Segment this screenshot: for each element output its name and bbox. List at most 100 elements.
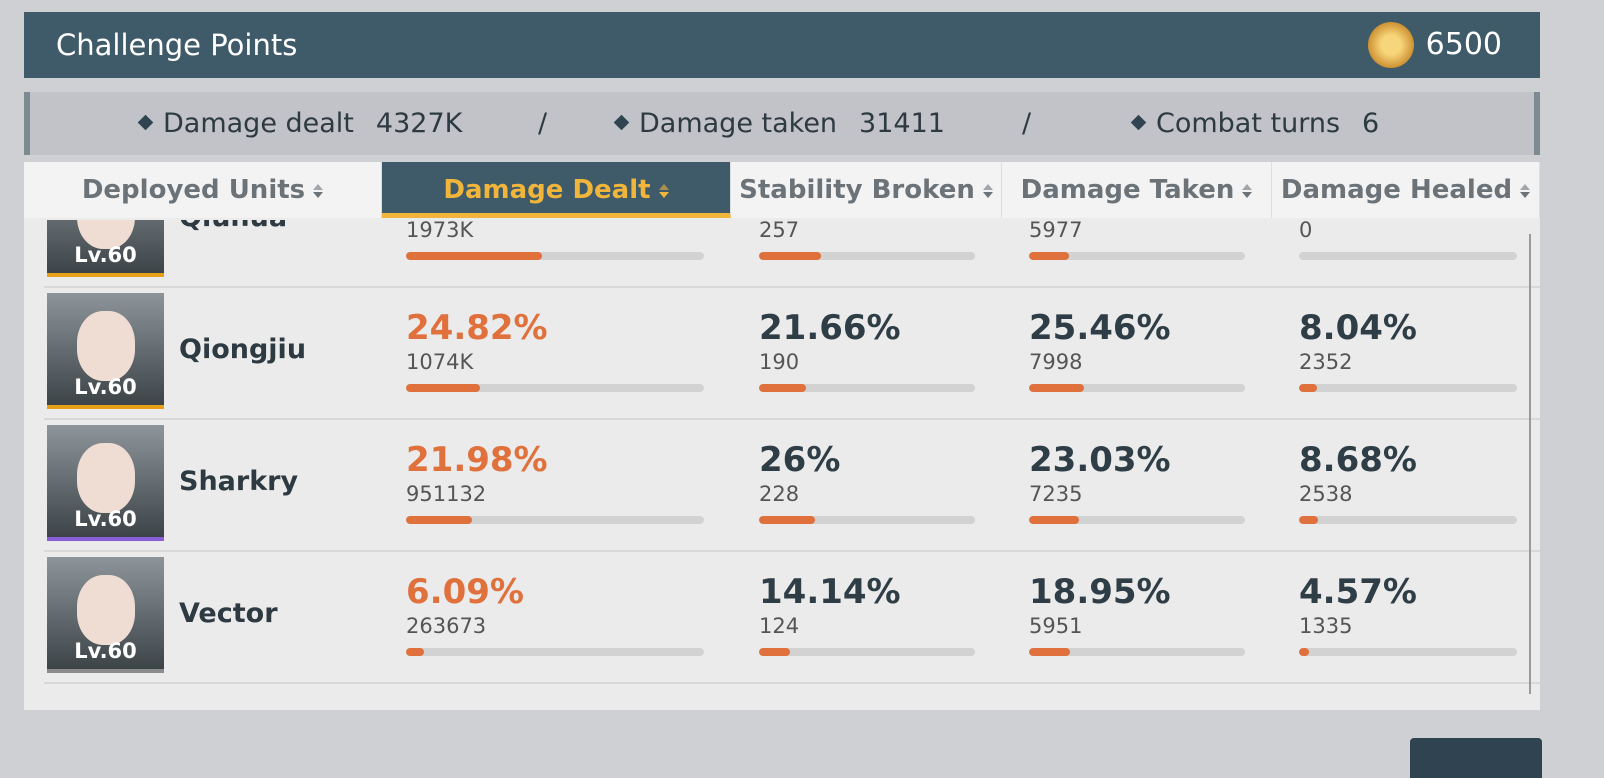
summary-item: Damage taken 31411 xyxy=(613,92,945,155)
tab[interactable]: Damage Dealt xyxy=(382,162,731,218)
share-percent: 8.68% xyxy=(1299,440,1417,480)
portrait: Lv.60 xyxy=(47,293,164,409)
share-percent: 4.57% xyxy=(1299,572,1417,612)
separator: / xyxy=(538,108,548,139)
level: Lv.60 xyxy=(74,639,137,663)
sort-icon xyxy=(313,184,324,198)
bar-track xyxy=(759,648,975,656)
button[interactable] xyxy=(1410,738,1542,778)
tab-label: Damage Dealt xyxy=(443,175,651,205)
level: Lv.60 xyxy=(74,375,137,399)
share-percent: 21.98% xyxy=(406,440,548,480)
bar-fill xyxy=(406,252,542,260)
share-percent: 26% xyxy=(759,440,841,480)
sort-icon xyxy=(658,184,669,198)
bar-track xyxy=(1299,516,1517,524)
summary-item: Damage dealt 4327K xyxy=(137,92,462,155)
tab[interactable]: Damage Taken xyxy=(1002,162,1272,218)
portrait-face xyxy=(77,443,135,513)
bar-fill xyxy=(759,648,790,656)
unit-row: Lv.60 Qiongjiu 24.82% 1074K 21.66% 190 25.46% 7… xyxy=(24,290,1540,422)
stat-value: 2538 xyxy=(1299,482,1353,506)
row-divider xyxy=(44,550,1540,552)
summary-value: 31411 xyxy=(859,108,945,139)
tab-label: Damage Healed xyxy=(1280,175,1513,205)
share-percent: 14.14% xyxy=(759,572,901,612)
tab[interactable]: Stability Broken xyxy=(731,162,1002,218)
bar-fill xyxy=(406,516,472,524)
tab-label: Stability Broken xyxy=(739,175,975,205)
stat-value: 951132 xyxy=(406,482,487,506)
bar-fill xyxy=(406,384,480,392)
stat-value: 2352 xyxy=(1299,350,1353,374)
row-divider xyxy=(44,418,1540,420)
unit-row: Lv.60 Sharkry 21.98% 951132 26% 228 23.03% 7235… xyxy=(24,422,1540,554)
row-divider xyxy=(44,286,1540,288)
summary-item: Combat turns 6 xyxy=(1130,92,1380,155)
unit-list: Lv.60 Qiuhua 1973K 257 5977 0 Lv.60 Qiongjiu 24.… xyxy=(24,220,1540,710)
stat-value: 7235 xyxy=(1029,482,1083,506)
sort-icon xyxy=(982,184,993,198)
stat-value: 263673 xyxy=(406,614,487,638)
tab[interactable]: Deployed Units xyxy=(24,162,382,218)
unit-name: Sharkry xyxy=(179,466,299,497)
bar-fill xyxy=(1029,516,1079,524)
points: 6500 xyxy=(1425,27,1502,62)
bar-track xyxy=(1029,648,1245,656)
level: Lv.60 xyxy=(74,507,137,531)
bar-fill xyxy=(1029,648,1070,656)
bar-track xyxy=(1299,648,1517,656)
bar-fill xyxy=(1299,384,1317,392)
bar-track xyxy=(406,648,704,656)
stat-value: 1074K xyxy=(406,350,474,374)
unit-row: Lv.60 Qiuhua 1973K 257 5977 0 xyxy=(24,220,1540,290)
share-percent: 21.66% xyxy=(759,308,901,348)
stat-value: 0 xyxy=(1299,220,1313,242)
summary-label: Damage dealt xyxy=(163,108,354,139)
stat-value: 1973K xyxy=(406,220,474,242)
unit-name: Qiuhua xyxy=(179,220,287,233)
bar-fill xyxy=(759,252,822,260)
unit-row: Lv.60 Vector 6.09% 263673 14.14% 124 18.95% 595… xyxy=(24,554,1540,686)
stat-value: 228 xyxy=(759,482,800,506)
bar-track xyxy=(406,252,704,260)
sort-icon xyxy=(1520,184,1531,198)
bar-track xyxy=(1029,516,1245,524)
share-percent: 6.09% xyxy=(406,572,524,612)
bar-track xyxy=(759,252,975,260)
bar-fill xyxy=(1299,648,1309,656)
points-icon xyxy=(1368,22,1414,68)
level: Lv.60 xyxy=(74,243,137,267)
portrait-face xyxy=(77,575,135,645)
scrollbar xyxy=(1529,234,1531,694)
bar-fill xyxy=(1029,384,1084,392)
bar-track xyxy=(1029,252,1245,260)
bar-track xyxy=(1299,384,1517,392)
summary-label: Damage taken xyxy=(639,108,838,139)
bar-track xyxy=(759,384,975,392)
sort-icon xyxy=(1242,184,1253,198)
portrait: Lv.60 xyxy=(47,425,164,541)
bar-track xyxy=(406,516,704,524)
portrait: Lv.60 xyxy=(47,557,164,673)
bar-track xyxy=(1299,252,1517,260)
stat-value: 5977 xyxy=(1029,220,1083,242)
portrait: Lv.60 xyxy=(47,220,164,277)
unit-name: Qiongjiu xyxy=(179,334,307,365)
bar-track xyxy=(406,384,704,392)
share-percent: 8.04% xyxy=(1299,308,1417,348)
stat-value: 1335 xyxy=(1299,614,1353,638)
bar-track xyxy=(759,516,975,524)
bar-fill xyxy=(759,384,806,392)
summary-value: 6 xyxy=(1362,108,1380,139)
tab-label: Deployed Units xyxy=(81,175,306,205)
diamond xyxy=(613,114,630,131)
diamond xyxy=(137,114,154,131)
tab-label: Damage Taken xyxy=(1020,175,1235,205)
stat-value: 5951 xyxy=(1029,614,1083,638)
diamond xyxy=(1130,114,1147,131)
stats-panel: Deployed Units Damage Dealt Stability Brok… xyxy=(24,162,1540,710)
row-divider xyxy=(44,682,1540,684)
tab[interactable]: Damage Healed xyxy=(1272,162,1540,218)
